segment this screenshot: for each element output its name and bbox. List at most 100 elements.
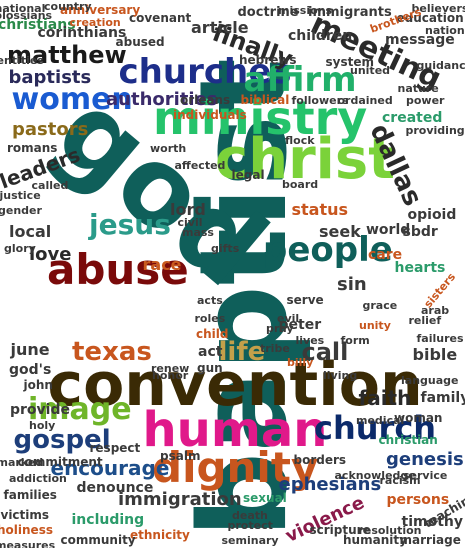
cloud-word: abuse <box>47 245 189 294</box>
cloud-word: authorities <box>106 89 218 110</box>
cloud-word: national <box>0 1 46 15</box>
cloud-word: united <box>350 63 391 77</box>
cloud-word: seminary <box>221 533 279 547</box>
cloud-word: creation <box>69 15 121 29</box>
cloud-word: honor <box>152 368 189 382</box>
cloud-word: world <box>366 222 411 238</box>
cloud-word: resolution <box>358 523 422 537</box>
cloud-word: call <box>301 338 349 366</box>
cloud-word: christian <box>378 433 438 447</box>
cloud-word: sbdr <box>402 224 438 240</box>
cloud-word: marked <box>0 455 44 469</box>
cloud-word: families <box>3 488 57 502</box>
cloud-word: acknowledge <box>334 468 416 482</box>
cloud-word: nature <box>397 81 439 95</box>
cloud-word: status <box>291 200 349 219</box>
cloud-word: opioid <box>407 207 457 223</box>
cloud-word: mass <box>182 225 214 239</box>
cloud-word: believers <box>411 1 465 15</box>
cloud-word: individuals <box>173 108 247 122</box>
cloud-word: texas <box>72 337 152 367</box>
cloud-word: sexual <box>243 491 287 505</box>
cloud-word: humanity <box>343 533 407 547</box>
cloud-word: seek <box>319 222 361 241</box>
cloud-word: john <box>23 378 53 392</box>
cloud-word: jesus <box>89 208 171 241</box>
cloud-word: country <box>44 0 92 13</box>
cloud-word: family <box>420 390 465 406</box>
cloud-word: immigration <box>118 489 242 510</box>
cloud-word: life <box>218 337 266 367</box>
cloud-word: doctrine <box>237 4 299 20</box>
cloud-word: child <box>196 327 229 341</box>
cloud-word: scripture <box>309 523 371 537</box>
cloud-word: affected <box>174 158 226 172</box>
cloud-word: holy <box>29 418 56 432</box>
cloud-word: colossians <box>0 8 53 22</box>
cloud-word: commitment <box>17 455 103 469</box>
cloud-word: ephesians <box>278 474 382 495</box>
cloud-word: abused <box>115 35 165 49</box>
cloud-word: form <box>340 333 370 347</box>
cloud-word: gospel <box>13 425 111 455</box>
cloud-word: missions <box>278 3 333 17</box>
cloud-word: affirm <box>243 60 357 100</box>
cloud-word: worth <box>150 141 187 155</box>
cloud-word: bible <box>412 345 458 364</box>
cloud-word: nation <box>425 23 465 37</box>
cloud-word: victims <box>0 508 50 522</box>
cloud-word: respect <box>89 441 141 455</box>
cloud-word: entities <box>0 53 44 67</box>
cloud-word: medical <box>356 413 405 427</box>
cloud-word: orleans <box>180 93 231 107</box>
cloud-word: including <box>71 512 145 528</box>
cloud-word: borders <box>293 453 347 467</box>
cloud-word: peter <box>278 317 322 333</box>
cloud-word: provide <box>10 402 70 418</box>
cloud-word: image <box>28 392 132 427</box>
cloud-word: serve <box>286 293 324 307</box>
cloud-word: tribe <box>260 341 290 355</box>
cloud-word: denounce <box>76 480 154 496</box>
cloud-word: followers <box>291 93 349 107</box>
cloud-word: pastors <box>12 119 89 140</box>
cloud-word: legal <box>231 168 265 182</box>
cloud-word: persons <box>386 492 450 508</box>
cloud-word: christ <box>215 127 395 192</box>
cloud-word: human <box>142 402 328 458</box>
cloud-word: god's <box>9 362 52 378</box>
cloud-word: racism <box>379 473 421 487</box>
cloud-word: protect <box>227 518 273 532</box>
cloud-word: matthew <box>7 41 127 69</box>
cloud-word: churches <box>118 52 292 92</box>
cloud-word: living <box>323 368 358 382</box>
cloud-word: acts <box>197 293 223 307</box>
cloud-word: holiness <box>0 523 53 537</box>
cloud-word: billy <box>287 355 314 369</box>
cloud-word: called <box>31 178 69 192</box>
cloud-word: people <box>263 230 393 270</box>
cloud-word: genesis <box>386 449 464 470</box>
cloud-word: lord <box>170 200 206 219</box>
cloud-word: dignity <box>152 443 319 492</box>
cloud-word: biblical <box>240 93 290 107</box>
cloud-word: sin <box>337 274 367 295</box>
cloud-word: evil <box>277 311 300 325</box>
cloud-word: system <box>325 55 375 69</box>
cloud-word: convention <box>47 350 423 420</box>
cloud-word: covenant <box>129 11 192 25</box>
cloud-word: failures <box>416 331 464 345</box>
cloud-word: marriage <box>399 533 461 547</box>
cloud-word: encourage <box>50 456 170 480</box>
cloud-word: race <box>142 255 182 274</box>
cloud-word: pray <box>266 321 294 335</box>
cloud-word: roles <box>194 311 226 325</box>
cloud-word: addiction <box>9 471 67 485</box>
cloud-word: church <box>314 409 437 447</box>
cloud-word: guidance <box>416 58 465 72</box>
cloud-word: flock <box>285 133 315 147</box>
cloud-word: christians <box>0 17 76 33</box>
cloud-word: local <box>9 222 52 241</box>
cloud-word: gun <box>197 361 223 375</box>
